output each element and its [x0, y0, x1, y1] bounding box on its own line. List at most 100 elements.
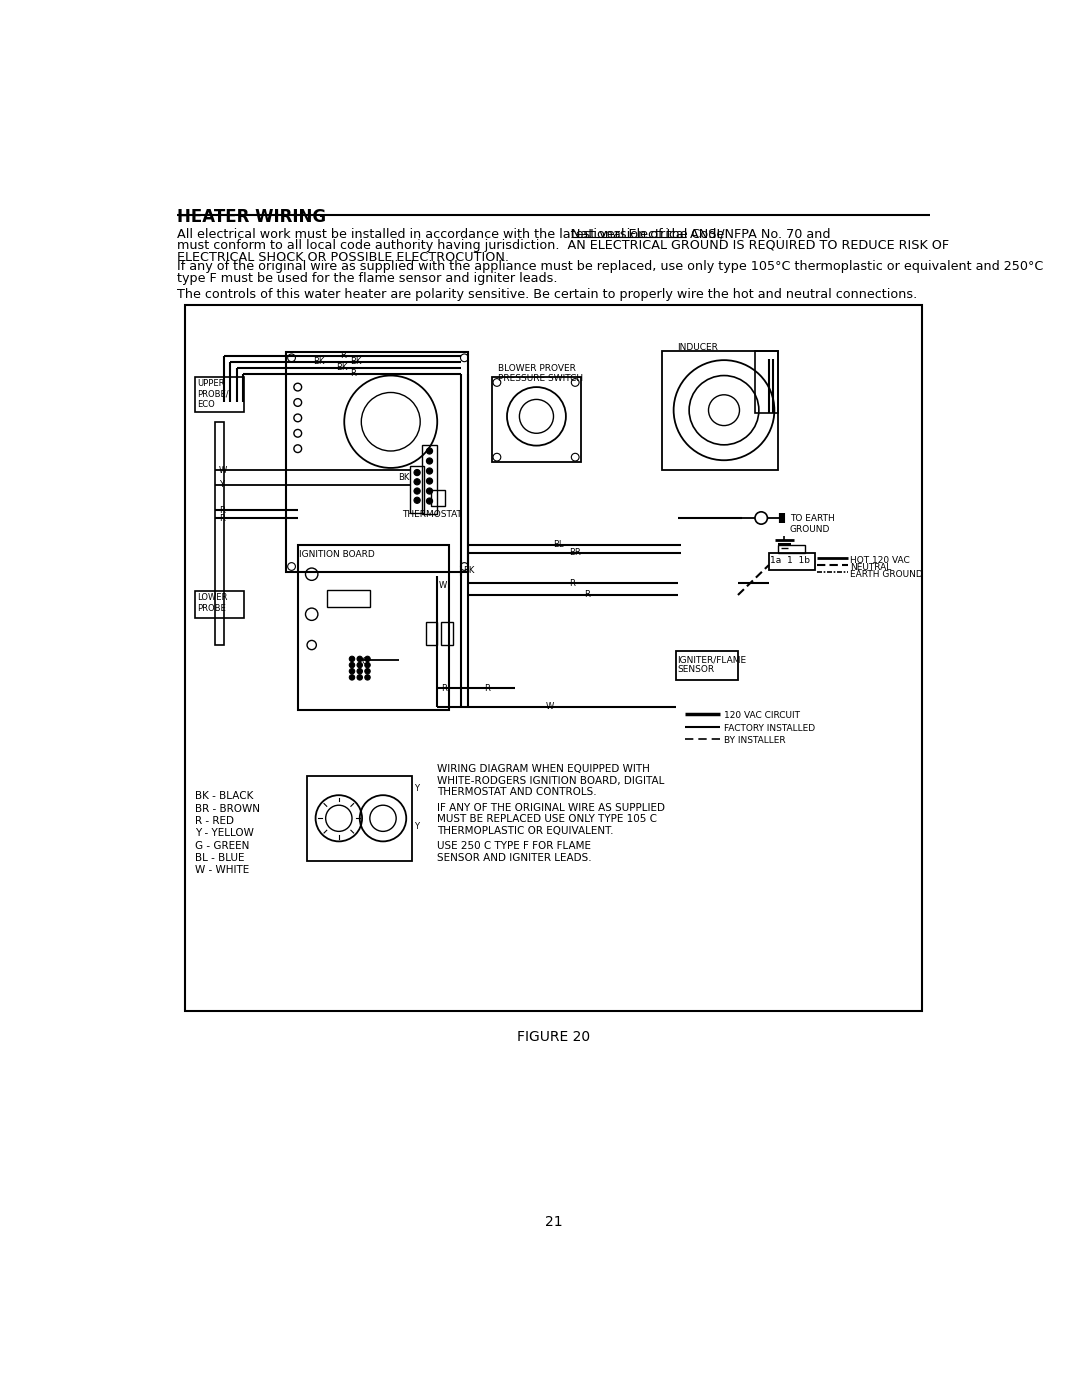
- Text: R: R: [218, 507, 225, 515]
- Text: IGNITER/FLAME
SENSOR: IGNITER/FLAME SENSOR: [677, 655, 746, 675]
- Circle shape: [427, 448, 433, 454]
- Text: R: R: [350, 369, 356, 379]
- Text: R: R: [340, 351, 347, 360]
- Text: 120 VAC CIRCUIT: 120 VAC CIRCUIT: [724, 711, 800, 721]
- Text: All electrical work must be installed in accordance with the latest version of t: All electrical work must be installed in…: [177, 228, 691, 240]
- Text: R: R: [441, 685, 447, 693]
- Text: R: R: [584, 591, 591, 599]
- Text: BR: BR: [569, 548, 581, 557]
- Text: G: G: [362, 657, 368, 665]
- Text: NEUTRAL: NEUTRAL: [850, 563, 892, 573]
- Bar: [215, 422, 225, 645]
- Text: WHITE-RODGERS IGNITION BOARD, DIGITAL: WHITE-RODGERS IGNITION BOARD, DIGITAL: [437, 775, 664, 787]
- Text: R: R: [484, 685, 489, 693]
- Text: R - RED: R - RED: [195, 816, 234, 826]
- Bar: [779, 545, 806, 553]
- Text: EARTH GROUND: EARTH GROUND: [850, 570, 923, 580]
- Text: HOT 120 VAC: HOT 120 VAC: [850, 556, 910, 566]
- Text: Y: Y: [414, 823, 419, 831]
- Text: MUST BE REPLACED USE ONLY TYPE 105 C: MUST BE REPLACED USE ONLY TYPE 105 C: [437, 814, 658, 824]
- Text: R: R: [569, 578, 575, 588]
- Text: INDUCER: INDUCER: [677, 344, 718, 352]
- Text: BK: BK: [463, 566, 475, 574]
- Text: BK: BK: [399, 472, 410, 482]
- Text: BK: BK: [337, 363, 348, 372]
- Text: W: W: [438, 581, 447, 590]
- Text: R: R: [218, 514, 225, 522]
- Bar: [422, 444, 437, 514]
- Text: USE 250 C TYPE F FOR FLAME: USE 250 C TYPE F FOR FLAME: [437, 841, 591, 851]
- Circle shape: [349, 657, 354, 662]
- Circle shape: [414, 497, 420, 503]
- Bar: [441, 622, 453, 645]
- Circle shape: [414, 488, 420, 495]
- Circle shape: [365, 675, 370, 680]
- Text: TO EARTH
GROUND: TO EARTH GROUND: [789, 514, 835, 534]
- Text: must conform to all local code authority having jurisdiction.  AN ELECTRICAL GRO: must conform to all local code authority…: [177, 239, 949, 253]
- Text: 1a  1  1b: 1a 1 1b: [770, 556, 810, 564]
- Text: THERMOSTAT AND CONTROLS.: THERMOSTAT AND CONTROLS.: [437, 788, 597, 798]
- Text: WIRING DIAGRAM WHEN EQUIPPED WITH: WIRING DIAGRAM WHEN EQUIPPED WITH: [437, 764, 650, 774]
- Text: BLOWER PROVER
PRESSURE SWITCH: BLOWER PROVER PRESSURE SWITCH: [498, 365, 583, 383]
- Circle shape: [427, 488, 433, 495]
- Bar: [662, 351, 779, 471]
- Bar: [410, 467, 424, 513]
- Text: 21: 21: [544, 1215, 563, 1229]
- Circle shape: [365, 662, 370, 668]
- Text: W: W: [545, 703, 554, 711]
- Text: Y: Y: [218, 481, 224, 489]
- Text: UPPER
PROBE/
ECO: UPPER PROBE/ ECO: [197, 380, 229, 409]
- Bar: [195, 377, 243, 412]
- Text: If any of the original wire as supplied with the appliance must be replaced, use: If any of the original wire as supplied …: [177, 260, 1043, 272]
- Bar: [426, 622, 437, 645]
- Circle shape: [349, 669, 354, 673]
- Bar: [769, 553, 815, 570]
- Bar: [195, 591, 243, 617]
- Circle shape: [349, 675, 354, 680]
- Text: G - GREEN: G - GREEN: [195, 841, 249, 851]
- Text: The controls of this water heater are polarity sensitive. Be certain to properly: The controls of this water heater are po…: [177, 288, 917, 300]
- Text: THERMOPLASTIC OR EQUIVALENT.: THERMOPLASTIC OR EQUIVALENT.: [437, 826, 613, 835]
- Circle shape: [357, 657, 363, 662]
- Bar: [307, 775, 411, 861]
- Circle shape: [349, 662, 354, 668]
- Circle shape: [427, 458, 433, 464]
- Bar: [491, 377, 581, 462]
- Circle shape: [357, 675, 363, 680]
- Text: BR - BROWN: BR - BROWN: [195, 803, 260, 813]
- Text: ANSI/NFPA No. 70 and: ANSI/NFPA No. 70 and: [686, 228, 831, 240]
- Text: FACTORY INSTALLED: FACTORY INSTALLED: [724, 724, 815, 732]
- Text: Y - YELLOW: Y - YELLOW: [195, 828, 254, 838]
- Bar: [755, 351, 779, 412]
- Text: BL: BL: [554, 541, 564, 549]
- Bar: [298, 545, 449, 711]
- Text: ELECTRICAL SHOCK OR POSSIBLE ELECTROCUTION.: ELECTRICAL SHOCK OR POSSIBLE ELECTROCUTI…: [177, 251, 509, 264]
- Text: BL - BLUE: BL - BLUE: [195, 854, 245, 863]
- Text: THERMOSTAT: THERMOSTAT: [403, 510, 462, 520]
- Circle shape: [365, 669, 370, 673]
- Text: IGNITION BOARD: IGNITION BOARD: [299, 549, 375, 559]
- Text: BK: BK: [313, 358, 325, 366]
- Bar: [186, 305, 921, 1011]
- Circle shape: [414, 469, 420, 475]
- Bar: [327, 590, 369, 606]
- Text: BK: BK: [350, 358, 362, 366]
- Bar: [286, 352, 469, 571]
- Text: W - WHITE: W - WHITE: [195, 865, 249, 876]
- Text: W: W: [218, 467, 227, 475]
- Circle shape: [414, 479, 420, 485]
- Text: SENSOR AND IGNITER LEADS.: SENSOR AND IGNITER LEADS.: [437, 854, 592, 863]
- Text: HEATER WIRING: HEATER WIRING: [177, 208, 326, 226]
- Circle shape: [427, 478, 433, 485]
- Text: Y: Y: [414, 784, 419, 792]
- Circle shape: [357, 669, 363, 673]
- Circle shape: [427, 468, 433, 474]
- Text: IF ANY OF THE ORIGINAL WIRE AS SUPPLIED: IF ANY OF THE ORIGINAL WIRE AS SUPPLIED: [437, 803, 665, 813]
- Text: type F must be used for the flame sensor and igniter leads.: type F must be used for the flame sensor…: [177, 271, 557, 285]
- Text: LOWER
PROBE: LOWER PROBE: [197, 594, 228, 613]
- Circle shape: [427, 497, 433, 504]
- Text: National Electrical Code: National Electrical Code: [570, 228, 724, 240]
- Bar: [676, 651, 738, 680]
- Text: BY INSTALLER: BY INSTALLER: [724, 736, 785, 745]
- Circle shape: [357, 662, 363, 668]
